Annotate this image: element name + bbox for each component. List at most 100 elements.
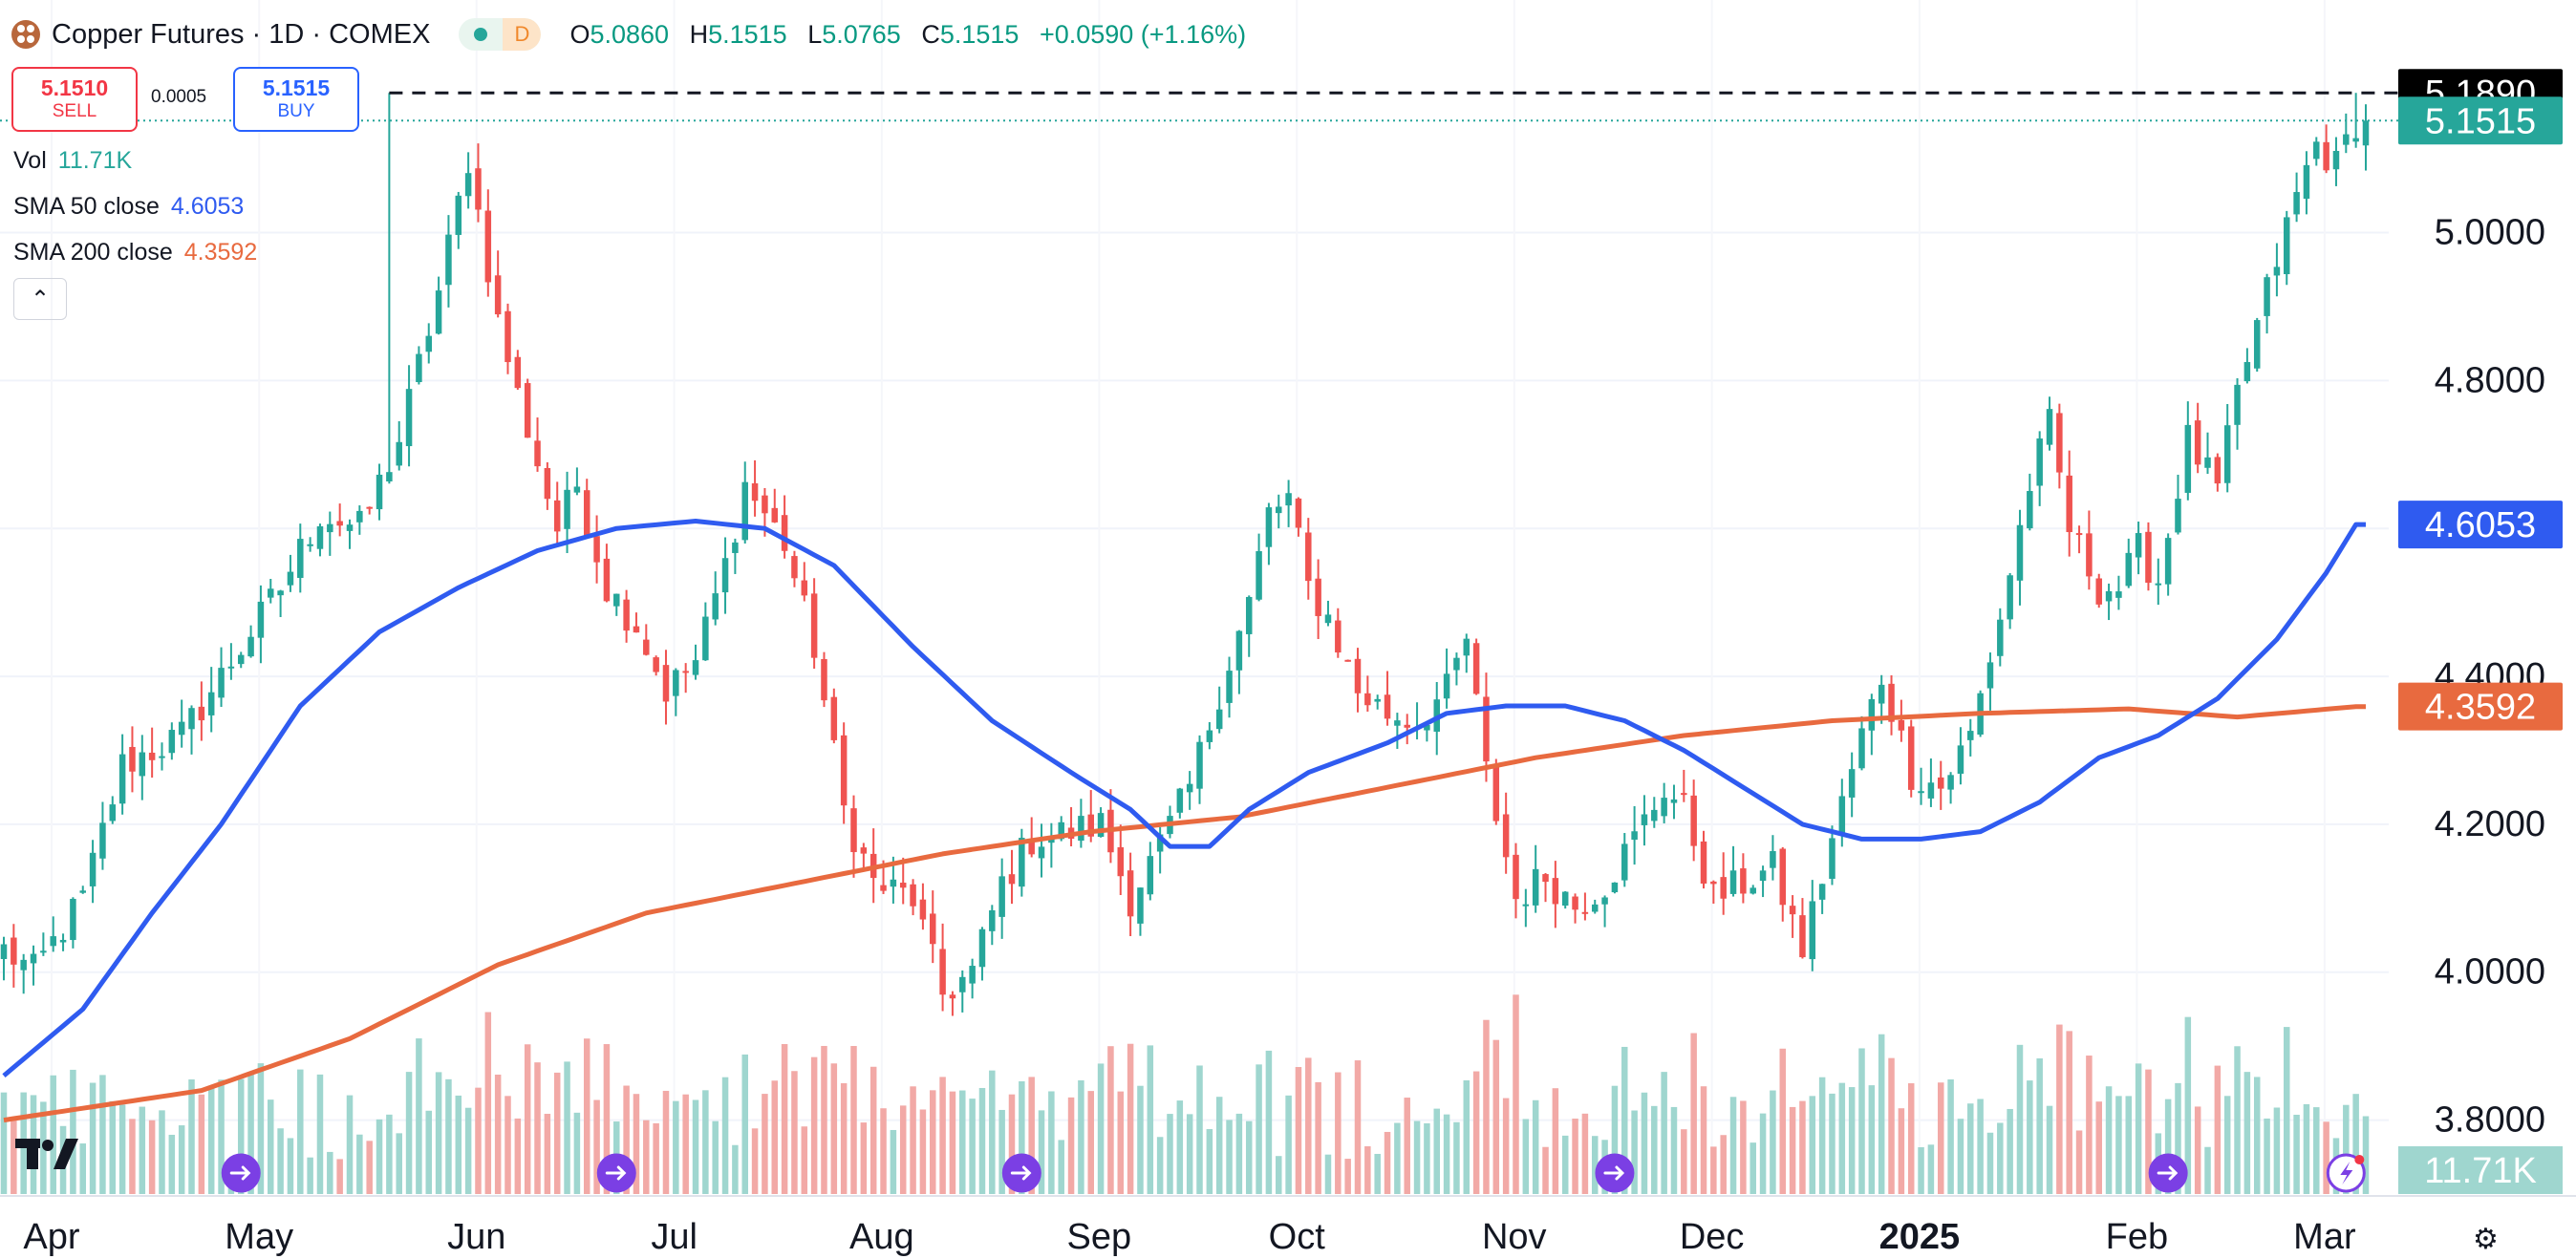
candle-body (1997, 619, 2004, 656)
volume-bar (2036, 1057, 2043, 1194)
volume-bar (1631, 1110, 1638, 1194)
volume-bar (2184, 1016, 2192, 1194)
volume-bar (1078, 1079, 1084, 1194)
volume-bar (721, 1077, 729, 1194)
volume-bar (1127, 1043, 1134, 1194)
candle-body (1661, 798, 1667, 817)
volume-bar (376, 1119, 383, 1194)
candle-body (514, 356, 522, 389)
spread-value: 0.0005 (151, 87, 207, 107)
candle-body (702, 616, 709, 661)
volume-bar (1818, 1077, 1826, 1194)
volume-bar (2125, 1096, 2133, 1194)
volume-bar (673, 1100, 679, 1194)
volume-bar (1591, 1136, 1599, 1194)
volume-bar (386, 1114, 393, 1194)
volume-bar (139, 1106, 146, 1194)
collapse-legend-button[interactable]: ⌃ (13, 278, 67, 320)
candle-body (445, 234, 452, 286)
last-price-label: 5.1515 (2425, 101, 2536, 141)
market-open-icon (474, 28, 488, 41)
candle-body (692, 660, 699, 675)
volume-bar (327, 1151, 333, 1194)
volume-bar (1245, 1120, 1253, 1194)
volume-bar (1167, 1114, 1173, 1194)
tradingview-logo-icon[interactable] (15, 1137, 78, 1176)
candle-body (1335, 620, 1342, 653)
gear-icon[interactable]: ⚙ (2473, 1224, 2499, 1255)
volume-bar (1986, 1132, 1994, 1194)
volume-bar (2313, 1107, 2320, 1194)
time-tick-label: 2025 (1879, 1217, 1961, 1257)
sma200-legend[interactable]: SMA 200 close 4.3592 (13, 239, 257, 267)
sma50-legend[interactable]: SMA 50 close 4.6053 (13, 193, 244, 221)
volume-bar (2095, 1101, 2102, 1194)
volume-bar (50, 1075, 56, 1194)
candle-body (1285, 493, 1292, 506)
volume-bar (1947, 1078, 1954, 1194)
volume-bar (1156, 1137, 1164, 1194)
volume-legend[interactable]: Vol 11.71K (13, 147, 132, 175)
candle-body (1947, 775, 1954, 790)
symbol-title[interactable]: Copper Futures · 1D · COMEX (52, 18, 431, 50)
sell-price: 5.1510 (40, 75, 109, 100)
volume-bar (978, 1087, 986, 1194)
market-status-pill[interactable]: D (459, 18, 542, 51)
candle-body (880, 885, 887, 891)
sma50-price-label: 4.6053 (2425, 505, 2536, 545)
volume-bar (1552, 1088, 1559, 1194)
open-value: 5.0860 (590, 19, 670, 49)
chart-grid (0, 231, 2389, 1121)
volume-bar (1561, 1135, 1569, 1194)
volume-bar (148, 1120, 156, 1194)
candle-body (741, 481, 748, 541)
candle-body (534, 440, 541, 467)
candle-body (504, 310, 511, 363)
volume-bar (504, 1096, 511, 1194)
volume-bar (1265, 1050, 1273, 1194)
volume-bar (178, 1125, 185, 1194)
change-value: +0.0590 (+1.16%) (1039, 19, 1247, 49)
volume-bar (1957, 1119, 1964, 1194)
volume-bar (1729, 1097, 1737, 1194)
candle-body (603, 558, 611, 602)
volume-bar (307, 1157, 313, 1194)
volume-bar (99, 1075, 106, 1194)
volume-bar (662, 1090, 670, 1194)
event-markers (221, 1153, 2366, 1193)
sma50-line (2, 519, 2366, 1078)
candle-body (0, 944, 8, 959)
sma50-price-label-bg (2398, 501, 2563, 549)
volume-bar (464, 1107, 472, 1194)
volume-bar (1433, 1108, 1440, 1194)
volume-bar (1324, 1154, 1332, 1194)
candle-body (247, 636, 254, 657)
candle-body (1147, 856, 1154, 895)
time-tick-label: Apr (23, 1217, 79, 1257)
volume-bar (1117, 1091, 1125, 1194)
candle-body (1315, 578, 1321, 616)
volume-bar (771, 1080, 779, 1194)
candle-body (2214, 457, 2222, 484)
candle-body (40, 950, 47, 953)
candle-body (287, 571, 294, 586)
chart-header: Copper Futures · 1D · COMEX D O5.0860 H5… (11, 13, 1259, 55)
arrow-right-icon (2157, 1165, 2179, 1181)
volume-bar (2253, 1077, 2261, 1194)
volume-bar (1235, 1113, 1243, 1194)
volume-bar (1898, 1108, 1905, 1194)
volume-bar (1789, 1106, 1796, 1194)
candle-body (1453, 657, 1460, 671)
volume-bar (11, 1118, 17, 1194)
candle-body (2066, 475, 2072, 533)
candle-body (1008, 874, 1016, 885)
buy-button[interactable]: 5.1515 BUY (233, 67, 359, 132)
volume-bar (1868, 1085, 1876, 1194)
candle-body (327, 523, 333, 533)
candle-body (376, 474, 383, 510)
volume-bar (1572, 1119, 1578, 1194)
sell-button[interactable]: 5.1510 SELL (11, 67, 138, 132)
volume-bar (919, 1109, 927, 1194)
price-tick-label: 4.8000 (2435, 360, 2545, 400)
